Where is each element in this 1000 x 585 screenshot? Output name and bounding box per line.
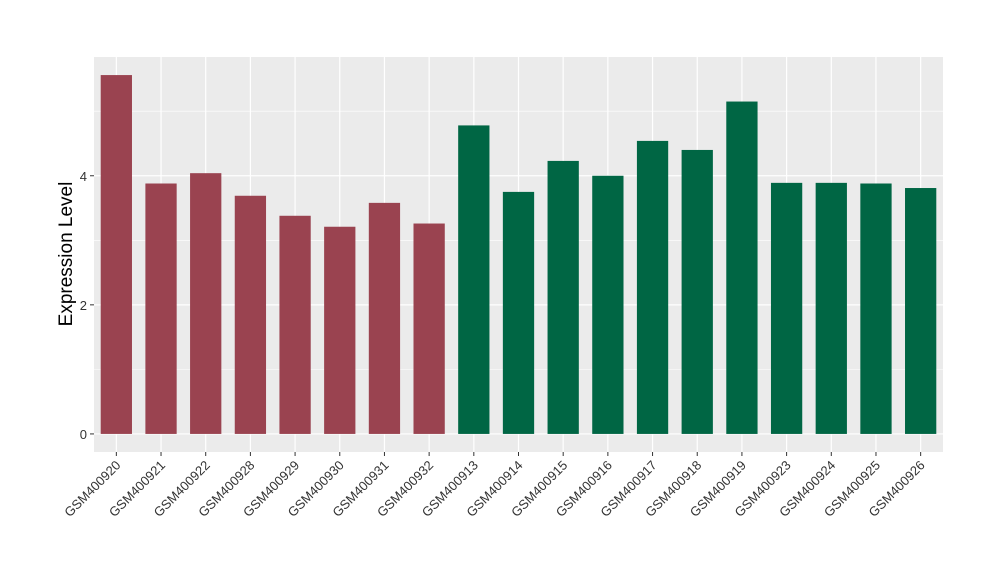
bars [100, 75, 937, 434]
bar-GSM400931 [368, 202, 401, 434]
bar-GSM400922 [190, 173, 222, 434]
bar-GSM400916 [592, 175, 624, 434]
bar-GSM400923 [770, 182, 803, 434]
bar-GSM400919 [726, 101, 758, 434]
y-axis-label: Expression Level [56, 182, 77, 327]
y-axis: 0 2 4 [80, 169, 94, 442]
bar-GSM400921 [145, 183, 177, 434]
bar-GSM400929 [279, 215, 311, 434]
y-tick-label: 0 [80, 427, 87, 442]
x-axis: GSM400920GSM400921GSM400922GSM400928GSM4… [61, 452, 928, 520]
bar-GSM400913 [458, 125, 490, 434]
bar-GSM400925 [860, 183, 892, 434]
bar-GSM400920 [100, 75, 132, 434]
bar-GSM400928 [234, 195, 267, 434]
bar-GSM400914 [502, 191, 535, 434]
bar-GSM400917 [636, 140, 669, 434]
bar-GSM400926 [905, 188, 937, 434]
y-tick-label: 4 [80, 169, 87, 184]
y-tick-label: 2 [80, 298, 87, 313]
bar-GSM400932 [413, 223, 445, 434]
bar-GSM400915 [547, 160, 579, 434]
bar-GSM400930 [324, 226, 356, 434]
bar-GSM400918 [681, 149, 713, 434]
bar-GSM400924 [815, 182, 847, 434]
